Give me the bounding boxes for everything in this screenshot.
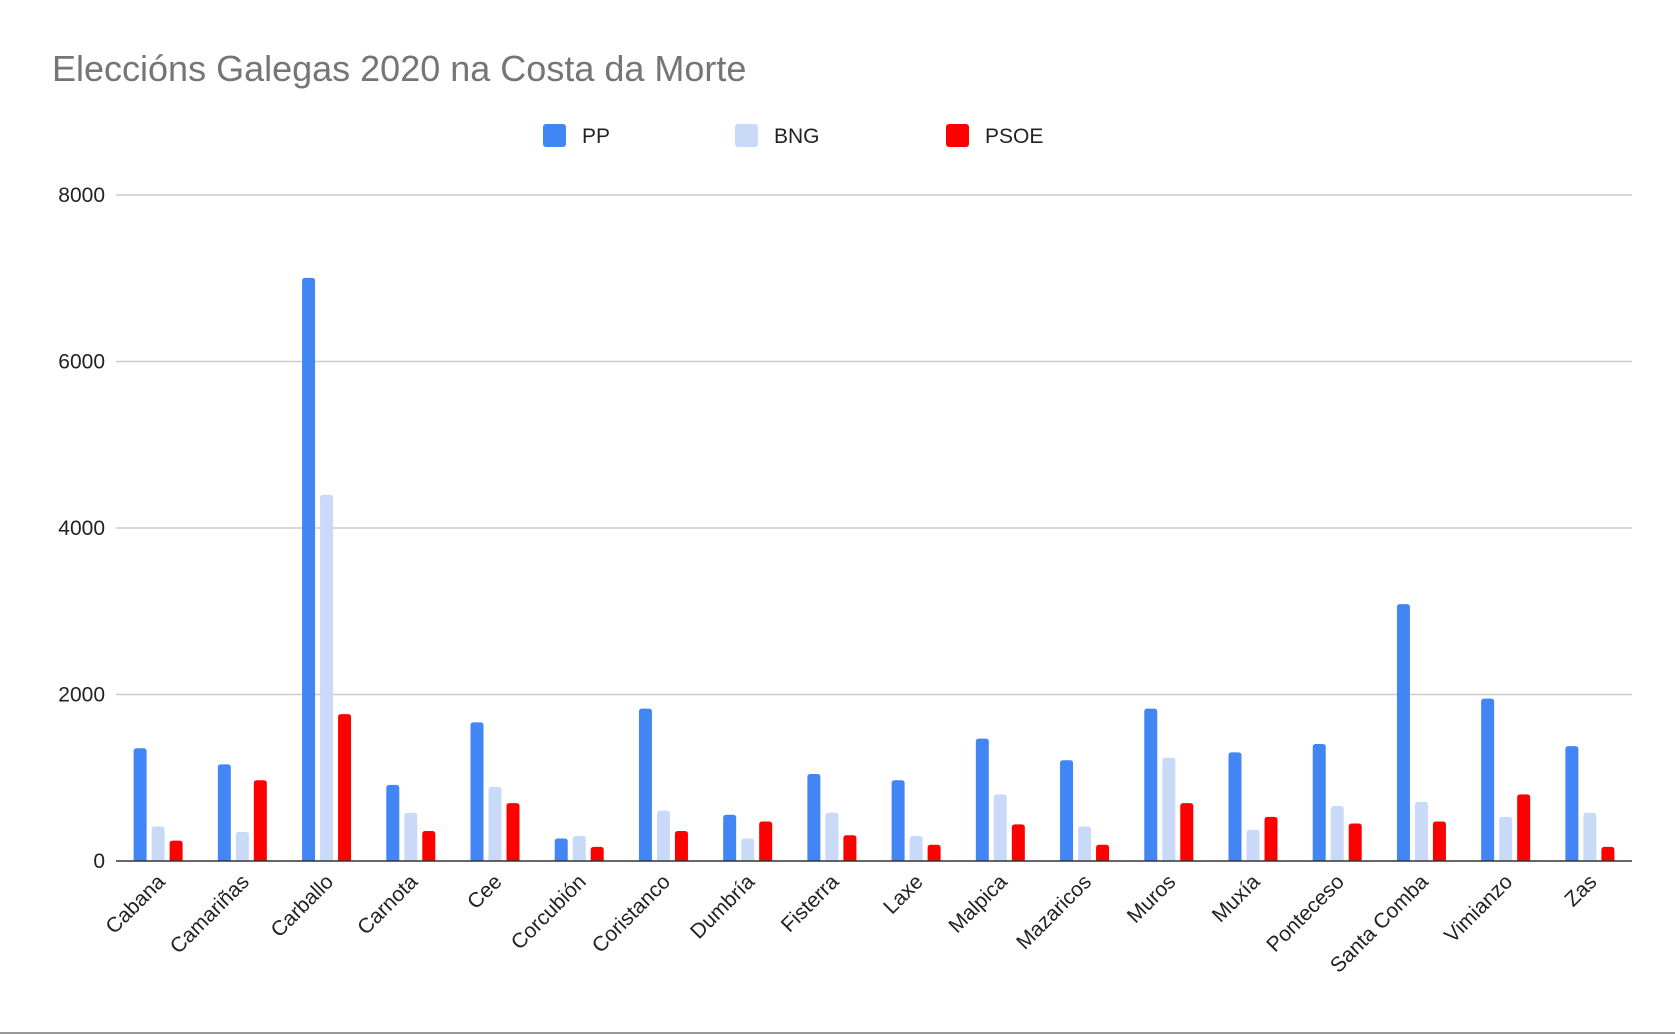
- x-tick-label: Muxía: [1208, 870, 1265, 927]
- bar-pp-fisterra: [807, 774, 821, 861]
- bar-psoe-coristanco: [674, 831, 688, 861]
- bar-psoe-santa-comba: [1432, 821, 1446, 861]
- bar-pp-zas: [1565, 746, 1579, 861]
- x-tick-label: Camariñas: [166, 870, 254, 958]
- x-tick-label: Zas: [1560, 870, 1601, 911]
- bar-pp-santa-comba: [1396, 604, 1410, 861]
- bar-psoe-dumbría: [759, 821, 773, 861]
- bar-psoe-muros: [1180, 803, 1194, 861]
- bar-psoe-malpica: [1011, 824, 1025, 861]
- bar-pp-coristanco: [638, 708, 652, 861]
- bar-bng-malpica: [993, 794, 1007, 861]
- bar-pp-laxe: [891, 780, 905, 861]
- bar-psoe-corcubión: [590, 846, 604, 861]
- bar-psoe-carnota: [422, 831, 436, 861]
- legend-swatch-psoe: [946, 124, 969, 147]
- y-axis: 0 2000 4000 6000 8000: [58, 184, 105, 873]
- x-tick-label: Laxe: [879, 870, 927, 918]
- bar-pp-cabana: [133, 748, 147, 861]
- y-tick-label: 8000: [58, 184, 105, 207]
- bar-bng-dumbría: [741, 838, 755, 861]
- x-tick-label: Dumbría: [686, 870, 759, 943]
- gridlines: [116, 194, 1632, 696]
- bar-psoe-muxía: [1264, 816, 1278, 861]
- x-tick-label: Corcubión: [507, 870, 591, 954]
- x-tick-label: Carnota: [353, 870, 422, 939]
- bar-bng-camariñas: [235, 831, 249, 861]
- bar-bng-carballo: [320, 494, 334, 861]
- legend: PP BNG PSOE: [543, 124, 1043, 148]
- bar-bng-mazaricos: [1078, 826, 1092, 861]
- legend-label-pp: PP: [582, 125, 610, 148]
- bar-psoe-cabana: [169, 840, 183, 861]
- y-tick-label: 4000: [58, 517, 105, 540]
- bar-bng-laxe: [909, 836, 923, 861]
- y-tick-label: 2000: [58, 684, 105, 707]
- bar-psoe-camariñas: [253, 780, 267, 861]
- x-tick-label: Muros: [1123, 870, 1181, 928]
- bar-bng-muros: [1162, 757, 1176, 861]
- bar-pp-muxía: [1228, 752, 1242, 861]
- bar-pp-malpica: [975, 738, 989, 861]
- chart-title: Eleccións Galegas 2020 na Costa da Morte: [52, 48, 746, 89]
- bar-psoe-ponteceso: [1348, 823, 1362, 861]
- x-tick-label: Cabana: [101, 870, 170, 939]
- bar-pp-corcubión: [554, 838, 568, 861]
- x-tick-label: Carballo: [267, 870, 339, 942]
- x-tick-label: Vimianzo: [1440, 870, 1517, 947]
- bar-bng-coristanco: [656, 810, 670, 861]
- x-tick-label: Coristanco: [588, 870, 675, 957]
- x-tick-label: Cee: [463, 870, 507, 914]
- legend-label-psoe: PSOE: [985, 125, 1043, 148]
- bar-bng-zas: [1583, 812, 1597, 861]
- bar-pp-carnota: [386, 784, 400, 861]
- bar-bng-muxía: [1246, 829, 1260, 861]
- bar-pp-mazaricos: [1060, 760, 1074, 861]
- bar-psoe-zas: [1601, 846, 1615, 861]
- bar-pp-dumbría: [723, 814, 737, 861]
- bar-bng-cabana: [151, 826, 165, 861]
- legend-swatch-pp: [543, 124, 566, 147]
- bar-psoe-fisterra: [843, 835, 857, 861]
- bar-bng-cee: [488, 786, 502, 861]
- bar-pp-ponteceso: [1312, 744, 1326, 861]
- bar-pp-camariñas: [217, 764, 231, 861]
- x-tick-label: Fisterra: [777, 870, 844, 937]
- bar-bng-vimianzo: [1499, 816, 1513, 861]
- legend-swatch-bng: [735, 124, 758, 147]
- bar-psoe-laxe: [927, 844, 941, 861]
- x-tick-label: Malpica: [944, 870, 1012, 938]
- bar-pp-cee: [470, 722, 484, 861]
- bar-bng-carnota: [404, 812, 418, 861]
- bar-psoe-mazaricos: [1096, 844, 1110, 861]
- y-tick-label: 6000: [58, 351, 105, 374]
- bar-psoe-cee: [506, 803, 520, 861]
- bar-pp-muros: [1144, 708, 1158, 861]
- bar-pp-vimianzo: [1481, 698, 1495, 861]
- bar-bng-ponteceso: [1330, 806, 1344, 861]
- bars: [133, 277, 1615, 861]
- bar-pp-carballo: [302, 277, 316, 861]
- x-tick-label: Ponteceso: [1262, 870, 1348, 956]
- bar-bng-fisterra: [825, 812, 839, 861]
- x-tick-label: Mazaricos: [1012, 870, 1096, 954]
- bar-psoe-vimianzo: [1517, 794, 1531, 861]
- bar-psoe-carballo: [338, 714, 352, 861]
- bar-bng-santa-comba: [1414, 801, 1428, 861]
- bar-bng-corcubión: [572, 836, 586, 861]
- legend-label-bng: BNG: [774, 125, 820, 148]
- y-tick-label: 0: [93, 850, 105, 873]
